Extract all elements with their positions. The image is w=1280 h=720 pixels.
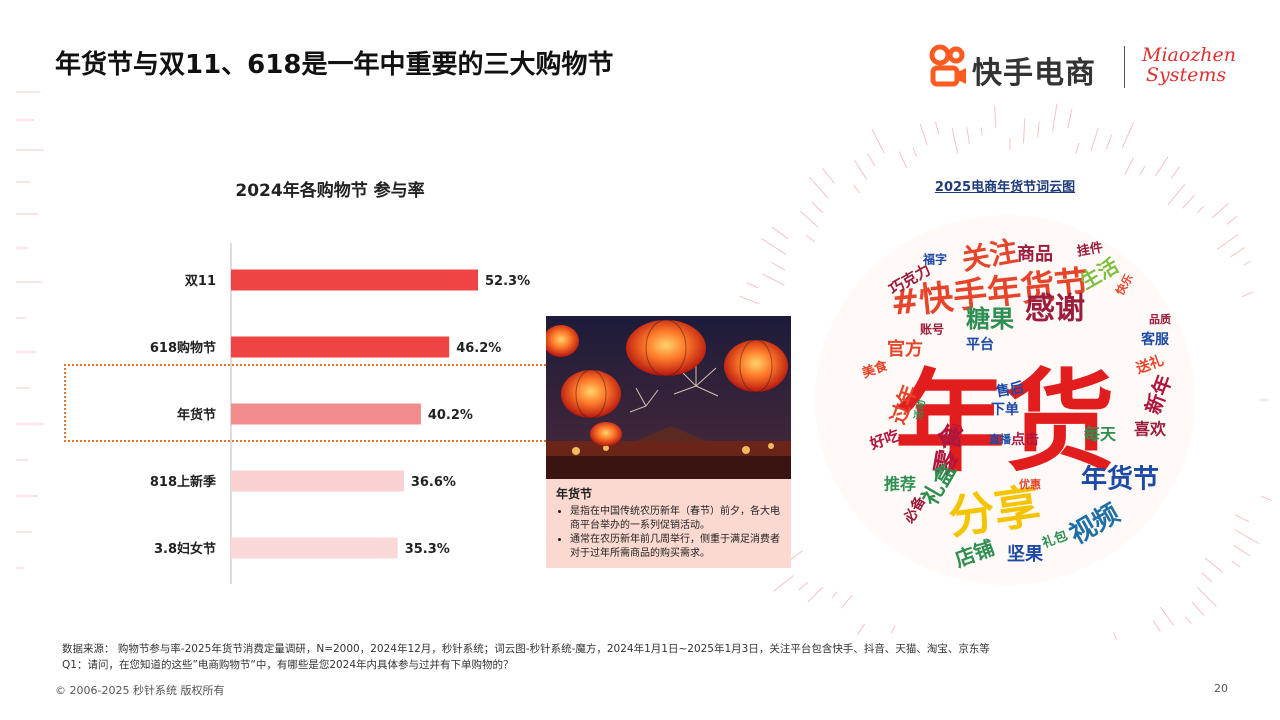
lantern-photo (546, 316, 791, 479)
cloud-word: 活动 (911, 399, 927, 421)
value-label: 46.2% (456, 341, 501, 356)
bar (231, 336, 450, 358)
cloud-word: 年货 (895, 358, 1115, 486)
value-label: 40.2% (428, 408, 473, 423)
cloud-word: 售后 (994, 379, 1026, 401)
cloud-word: 推荐 (884, 475, 916, 494)
info-box: 年货节 是指在中国传统农历新年（春节）前夕，各大电商平台举办的一系列促销活动。 … (546, 479, 791, 568)
logo-divider (1124, 46, 1125, 88)
copyright: © 2006-2025 秒针系统 版权所有 (55, 684, 225, 697)
category-label: 818上新季 (150, 474, 216, 490)
page-title: 年货节与双11、618是一年中重要的三大购物节 (55, 50, 614, 80)
category-label: 年货节 (177, 407, 216, 423)
source-note: 数据来源： 购物节参与率-2025年货节消费定量调研，N=2000，2024年1… (62, 641, 1222, 673)
cloud-word: 品质 (1149, 312, 1171, 326)
bar (231, 537, 398, 559)
highlight-box (64, 364, 546, 442)
miaozhen-logo-line2: Systems (1146, 64, 1227, 86)
kuaishou-logo-text: 快手电商 (972, 56, 1096, 91)
cloud-word: 账号 (920, 322, 944, 337)
cloud-word: 喜欢 (1134, 420, 1167, 439)
cloud-word: 客服 (1140, 331, 1170, 348)
wordcloud-title: 2025电商年货节词云图 (934, 180, 1076, 195)
cloud-word: 分享 (945, 478, 1044, 544)
category-label: 3.8妇女节 (154, 541, 216, 557)
info-bullet: 通常在农历新年前几周举行，侧重于满足消费者对于过年所需商品的购买需求。 (570, 533, 781, 561)
cloud-word: 官方 (887, 338, 923, 360)
cloud-word: 糖果 (966, 305, 1014, 333)
cloud-word: 优惠 (1019, 477, 1041, 491)
cloud-word: 直播 (989, 432, 1012, 446)
cloud-word: 挂件 (1076, 239, 1104, 259)
bar (231, 470, 404, 492)
info-bullet: 是指在中国传统农历新年（春节）前夕，各大电商平台举办的一系列促销活动。 (570, 505, 781, 533)
kuaishou-logo-icon (929, 44, 966, 87)
chart-title: 2024年各购物节 参与率 (235, 181, 425, 201)
word-cloud: 年货分享#快手年货节关注感谢糖果零食视频年货节礼盒过年店铺新年喜欢生活商品推荐官… (815, 215, 1195, 585)
miaozhen-logo-line1: Miaozhen (1142, 44, 1237, 66)
cloud-word: 平台 (966, 336, 994, 353)
lantern-photo-illustration (546, 316, 791, 479)
bar (231, 269, 478, 291)
info-title: 年货节 (556, 487, 593, 501)
category-label: 双11 (185, 274, 216, 289)
cloud-word: 每天 (1084, 425, 1117, 444)
cloud-word: 坚果 (1007, 544, 1044, 565)
logo-group: 快手电商 Miaozhen Systems (928, 40, 1236, 92)
value-label: 35.3% (405, 542, 450, 557)
page-number: 20 (1214, 682, 1228, 695)
source-line-2: Q1：请问，在您知道的这些”电商购物节“中，有哪些是您2024年内具体参与过并有… (62, 659, 514, 671)
cloud-word: 福字 (922, 252, 947, 267)
value-label: 36.6% (411, 475, 456, 490)
cloud-word: 商品 (1017, 243, 1053, 265)
category-label: 618购物节 (150, 340, 216, 356)
cloud-word: 感谢 (1025, 292, 1085, 327)
bar (231, 403, 421, 425)
cloud-background (815, 215, 1195, 585)
cloud-word: 点击 (1011, 431, 1039, 448)
cloud-word: 年货节 (1081, 464, 1159, 495)
source-line-1: 数据来源： 购物节参与率-2025年货节消费定量调研，N=2000，2024年1… (62, 643, 990, 655)
cloud-word: 下单 (991, 401, 1019, 418)
value-label: 52.3% (485, 274, 530, 289)
info-list: 是指在中国传统农历新年（春节）前夕，各大电商平台举办的一系列促销活动。 通常在农… (556, 505, 781, 561)
